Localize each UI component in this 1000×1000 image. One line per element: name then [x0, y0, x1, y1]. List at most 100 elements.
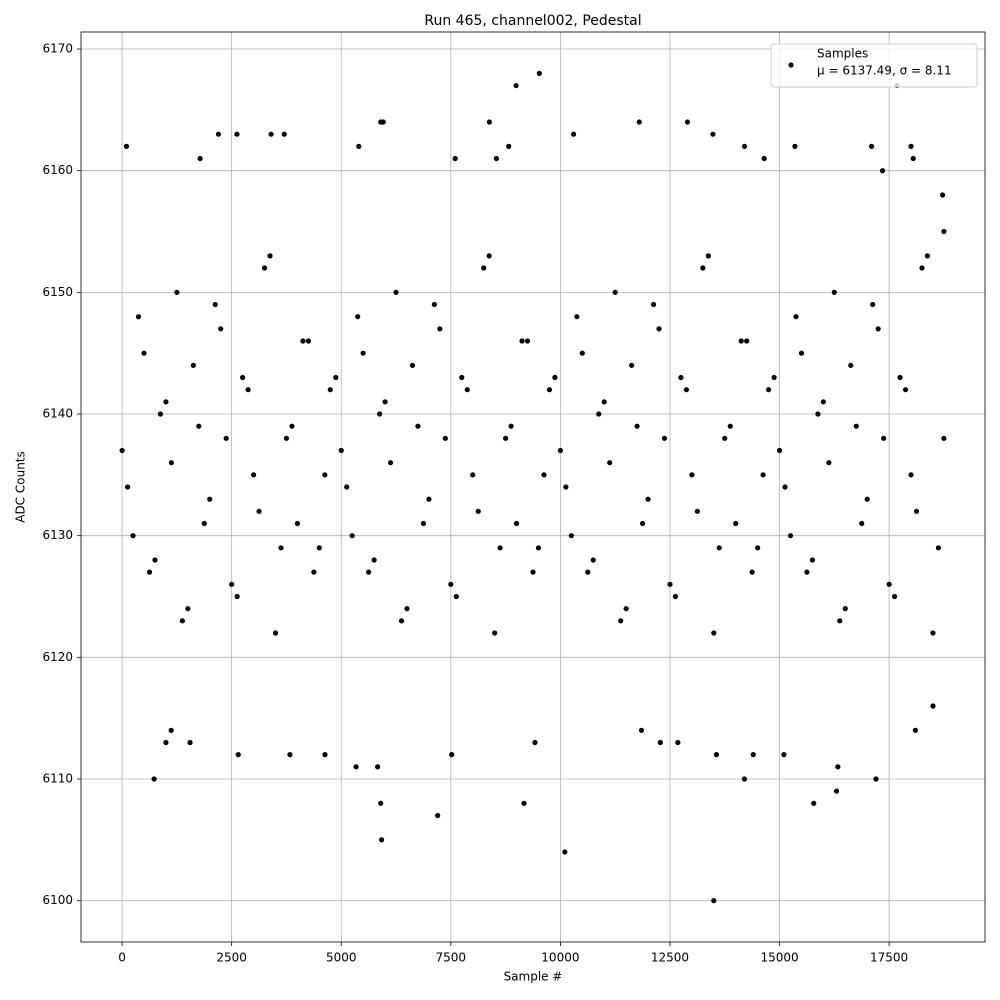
point	[710, 131, 716, 137]
point	[123, 143, 130, 149]
point	[366, 569, 372, 575]
y-tick-label: 6170	[42, 42, 73, 56]
point	[459, 374, 465, 381]
point	[355, 314, 361, 320]
point	[168, 727, 174, 733]
x-tick-label: 0	[118, 951, 126, 965]
point	[404, 606, 410, 612]
point	[826, 460, 832, 466]
point	[513, 520, 520, 527]
point	[941, 435, 947, 441]
point	[353, 764, 359, 770]
point	[218, 326, 224, 332]
point	[234, 593, 240, 600]
point	[760, 472, 766, 478]
point	[842, 606, 848, 612]
y-tick-label: 6160	[42, 163, 73, 177]
point	[513, 82, 519, 89]
point	[207, 496, 213, 502]
point	[387, 460, 394, 466]
point	[530, 569, 536, 575]
point	[864, 496, 870, 502]
point	[201, 520, 207, 527]
legend-box	[770, 43, 978, 88]
point	[393, 289, 399, 295]
legend-stats: μ = 6137.49, σ = 8.11	[817, 64, 952, 78]
point	[713, 752, 720, 758]
point	[897, 374, 903, 381]
point	[656, 326, 662, 332]
point	[761, 155, 767, 162]
point	[694, 508, 700, 514]
point	[497, 545, 503, 551]
point	[378, 800, 384, 806]
point	[185, 606, 191, 612]
point	[486, 119, 492, 125]
point	[879, 168, 886, 174]
point	[815, 411, 821, 417]
point	[568, 533, 574, 539]
point	[612, 289, 618, 295]
point	[765, 387, 772, 393]
point	[448, 581, 454, 587]
point	[596, 411, 602, 417]
point	[187, 739, 193, 746]
point	[711, 898, 717, 904]
point	[174, 289, 180, 295]
point	[493, 155, 500, 162]
point	[733, 520, 739, 527]
legend-marker	[788, 62, 794, 68]
point	[902, 387, 909, 393]
plot-frame	[80, 31, 986, 943]
point	[506, 143, 512, 149]
point	[196, 423, 202, 429]
x-tick-label: 15000	[760, 951, 798, 965]
point	[300, 338, 306, 344]
point	[793, 314, 799, 320]
x-tick-label: 5000	[326, 951, 357, 965]
point	[452, 155, 458, 162]
point	[541, 472, 547, 478]
point	[601, 399, 607, 405]
point	[924, 253, 931, 259]
point	[532, 739, 538, 746]
point	[607, 460, 613, 466]
point	[749, 569, 755, 575]
point	[755, 545, 761, 551]
point	[875, 326, 881, 332]
point	[683, 387, 690, 393]
point	[892, 593, 898, 600]
point	[941, 228, 947, 235]
point	[311, 569, 317, 575]
point	[163, 739, 169, 746]
point	[873, 776, 879, 782]
point	[151, 776, 157, 782]
point	[409, 362, 416, 368]
point	[908, 472, 914, 478]
point	[579, 350, 585, 356]
point	[636, 119, 642, 125]
point	[886, 581, 892, 587]
point	[853, 423, 859, 429]
point	[634, 423, 640, 429]
y-tick-label: 6100	[42, 893, 73, 907]
y-tick-label: 6130	[42, 528, 73, 542]
point	[268, 131, 274, 137]
y-tick-label: 6110	[42, 771, 73, 785]
point	[333, 374, 339, 381]
point	[475, 508, 481, 514]
point	[256, 508, 262, 514]
point	[930, 703, 936, 709]
point	[521, 800, 527, 806]
point	[881, 435, 887, 441]
point	[283, 435, 290, 441]
point	[574, 314, 580, 320]
point	[835, 764, 841, 770]
point	[570, 131, 577, 137]
point	[179, 618, 185, 624]
point	[250, 472, 257, 478]
point	[508, 423, 514, 429]
point	[629, 362, 635, 368]
point	[380, 119, 386, 125]
point	[781, 752, 787, 758]
